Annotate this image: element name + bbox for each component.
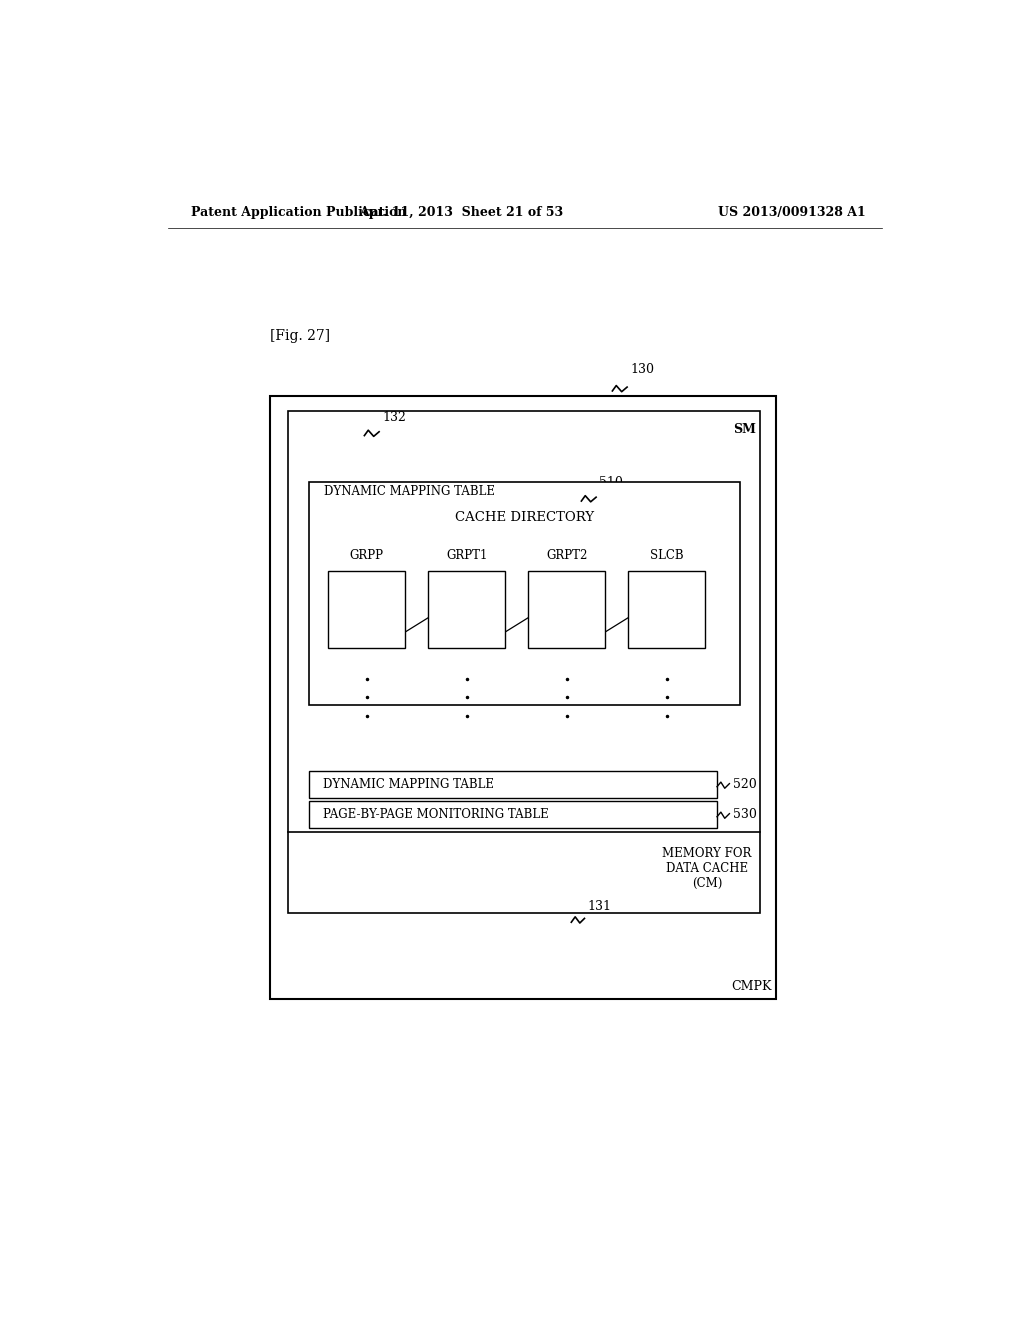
Text: 520: 520 [732, 777, 757, 791]
Text: SM: SM [733, 424, 756, 437]
Text: [Fig. 27]: [Fig. 27] [270, 329, 330, 342]
Text: Patent Application Publication: Patent Application Publication [191, 206, 407, 219]
Bar [628, 572, 706, 648]
Text: CMPK: CMPK [731, 979, 772, 993]
Text: 510: 510 [599, 477, 623, 490]
Bar [308, 771, 717, 797]
Text: 132: 132 [382, 411, 407, 424]
Text: DYNAMIC MAPPING TABLE: DYNAMIC MAPPING TABLE [324, 484, 495, 498]
Text: SLCB: SLCB [650, 549, 683, 562]
Text: 131: 131 [588, 900, 611, 913]
Bar [270, 396, 776, 999]
Text: 130: 130 [630, 363, 654, 376]
Bar [289, 411, 760, 913]
Text: MEMORY FOR
DATA CACHE
(CM): MEMORY FOR DATA CACHE (CM) [663, 847, 752, 890]
Text: GRPT1: GRPT1 [446, 549, 487, 562]
Text: GRPT2: GRPT2 [546, 549, 588, 562]
Text: GRPP: GRPP [350, 549, 384, 562]
Bar [428, 572, 506, 648]
Text: 530: 530 [732, 808, 757, 821]
Bar [528, 572, 605, 648]
Text: US 2013/0091328 A1: US 2013/0091328 A1 [718, 206, 866, 219]
Text: PAGE-BY-PAGE MONITORING TABLE: PAGE-BY-PAGE MONITORING TABLE [323, 808, 548, 821]
Bar [328, 572, 406, 648]
Text: DYNAMIC MAPPING TABLE: DYNAMIC MAPPING TABLE [323, 777, 494, 791]
Text: Apr. 11, 2013  Sheet 21 of 53: Apr. 11, 2013 Sheet 21 of 53 [359, 206, 563, 219]
Bar [308, 482, 740, 705]
Bar [308, 801, 717, 828]
Text: CACHE DIRECTORY: CACHE DIRECTORY [455, 511, 594, 524]
